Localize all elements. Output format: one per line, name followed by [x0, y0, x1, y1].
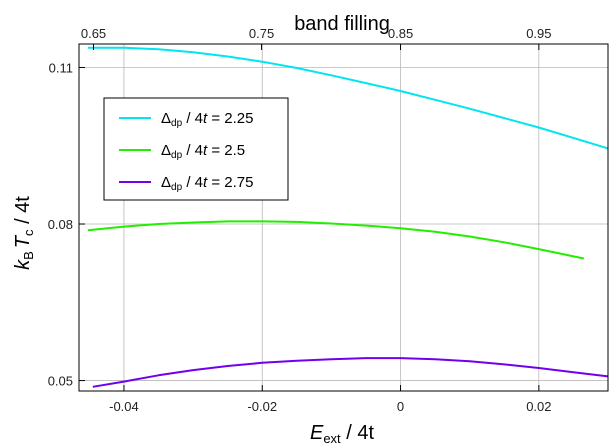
- series-line-2.25: [88, 46, 609, 150]
- top-tick-label: 0.85: [388, 26, 413, 41]
- legend-label-2.5: Δdp / 4t = 2.5: [161, 142, 245, 161]
- x-tick-label: 0: [397, 399, 404, 414]
- series-line-2.75: [92, 357, 609, 388]
- plot-frame: [78, 43, 609, 392]
- y-tick-label: 0.08: [48, 217, 73, 232]
- y-tick-label: 0.05: [48, 374, 73, 389]
- top-axis-title: band filling: [294, 13, 390, 35]
- x-axis-title: Eext / 4t: [310, 422, 374, 445]
- legend: Δdp / 4t = 2.25 Δdp / 4t = 2.5 Δdp / 4t = …: [103, 97, 289, 201]
- y-tick-label: 0.11: [49, 60, 73, 75]
- y-axis-title: kBTc / 4t: [12, 196, 36, 270]
- x-tick-label: -0.02: [247, 399, 277, 414]
- x-tick-label: 0.02: [526, 399, 551, 414]
- top-tick-label: 0.65: [81, 26, 106, 41]
- legend-label-2.25: Δdp / 4t = 2.25: [161, 110, 253, 129]
- series-line-2.5: [87, 220, 585, 260]
- ticks: -0.04 -0.02 0 0.02 0.05 0.08 0.11 0.65 0.75 0.85 0…: [48, 26, 552, 414]
- x-tick-label: -0.04: [109, 399, 139, 414]
- series-curves: [87, 46, 609, 388]
- legend-label-2.75: Δdp / 4t = 2.75: [161, 174, 253, 193]
- top-tick-label: 0.95: [526, 26, 551, 41]
- top-tick-label: 0.75: [249, 26, 274, 41]
